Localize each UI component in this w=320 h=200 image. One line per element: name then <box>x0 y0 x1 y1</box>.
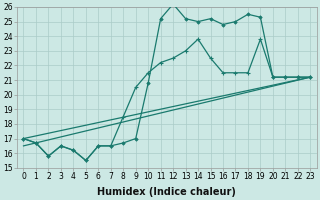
X-axis label: Humidex (Indice chaleur): Humidex (Indice chaleur) <box>98 187 236 197</box>
